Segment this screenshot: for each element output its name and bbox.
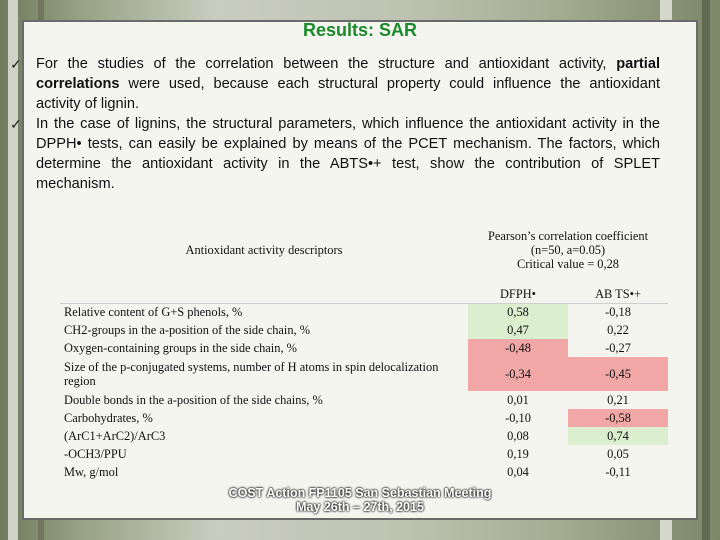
correlation-table: Antioxidant activity descriptors Pearson… [60, 215, 668, 481]
column-header-abts: AB TS•+ [595, 286, 641, 301]
dpph-value: 0,01 [507, 393, 529, 407]
dpph-value: 0,19 [507, 447, 529, 461]
descriptor-label: -OCH3/PPU [64, 447, 127, 461]
descriptor-label: Oxygen-containing groups in the side cha… [64, 341, 297, 355]
table-row: Relative content of G+S phenols, % 0,58 -0… [60, 302, 668, 321]
table-row: Mw, g/mol 0,04 -0,11 [60, 463, 668, 481]
abts-value: -0,18 [568, 302, 668, 321]
table-row: Double bonds in the a-position of the si… [60, 391, 668, 409]
checkmark-icon: ✓ [10, 116, 22, 132]
descriptor-label: CH2-groups in the a-position of the side… [64, 323, 311, 337]
descriptor-label: Double bonds in the a-position of the si… [64, 393, 323, 407]
abts-value: -0,58 [568, 409, 668, 427]
table-row: Carbohydrates, % -0,10 -0,58 [60, 409, 668, 427]
descriptor-label: Relative content of G+S phenols, % [60, 302, 468, 321]
dpph-value: -0,34 [468, 357, 568, 391]
abts-value: -0,27 [605, 341, 631, 355]
table-header-row: Antioxidant activity descriptors Pearson… [60, 215, 668, 285]
abts-value: 0,74 [568, 427, 668, 445]
abts-value: 0,22 [607, 323, 629, 337]
column-header-row: DFPH• AB TS•+ [60, 285, 668, 303]
dpph-value: -0,48 [468, 339, 568, 357]
abts-value: 0,05 [607, 447, 629, 461]
pearson-header: Pearson’s correlation coefficient (n=50,… [487, 229, 649, 271]
footer-line-1: COST Action FP1105 San Sebastian Meeting [228, 486, 492, 500]
footer-line-2: May 26th – 27th, 2015 [296, 500, 424, 514]
descriptor-label: (ArC1+ArC2)/ArC3 [64, 429, 166, 443]
dpph-value: 0,58 [468, 302, 568, 321]
abts-value: -0,45 [568, 357, 668, 391]
bullet-item-1: ✓ For the studies of the correlation bet… [10, 56, 660, 112]
descriptor-label: Size of the p-conjugated systems, number… [64, 360, 439, 388]
table-row: -OCH3/PPU 0,19 0,05 [60, 445, 668, 463]
column-header-dpph: DFPH• [499, 286, 537, 301]
abts-value: -0,11 [605, 465, 631, 479]
descriptor-label: Carbohydrates, % [64, 411, 153, 425]
dpph-value: 0,47 [468, 321, 568, 339]
slide-title: Results: SAR [302, 20, 418, 40]
descriptor-header: Antioxidant activity descriptors [185, 243, 343, 257]
bullet-item-2: ✓ In the case of lignins, the structural… [10, 116, 660, 192]
table-row: CH2-groups in the a-position of the side… [60, 321, 668, 339]
table-row: (ArC1+ArC2)/ArC3 0,08 0,74 [60, 427, 668, 445]
checkmark-icon: ✓ [10, 56, 22, 72]
descriptor-label: Mw, g/mol [64, 465, 119, 479]
dpph-value: 0,04 [507, 465, 529, 479]
footer: COST Action FP1105 San Sebastian Meeting… [0, 486, 720, 514]
bullet-list: ✓ For the studies of the correlation bet… [10, 54, 660, 194]
dpph-value: 0,08 [507, 429, 529, 443]
dpph-value: -0,10 [505, 411, 531, 425]
table-row: Size of the p-conjugated systems, number… [60, 357, 668, 391]
abts-value: 0,21 [607, 393, 629, 407]
table-row: Oxygen-containing groups in the side cha… [60, 339, 668, 357]
